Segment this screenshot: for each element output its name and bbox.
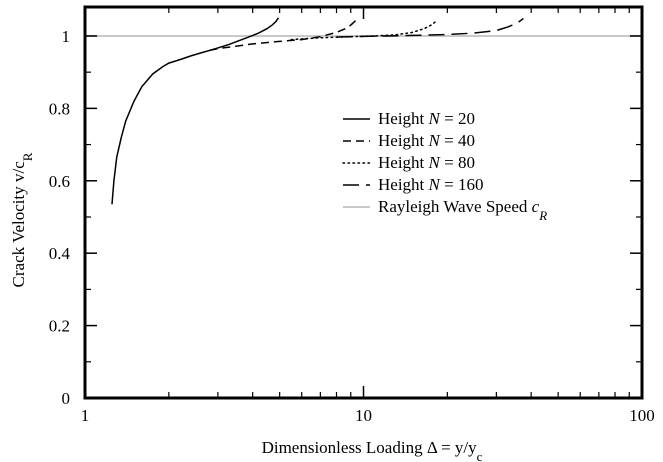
plot-frame (83, 5, 644, 400)
series-line-0 (111, 17, 280, 205)
x-tick-label-0: 1 (81, 406, 90, 425)
series-line-2 (290, 20, 438, 41)
legend-label-4: Rayleigh Wave Speed cR (378, 197, 547, 223)
y-tick-label-4: 0.8 (49, 99, 70, 118)
y-axis-label: Crack Velocity v/cR (9, 152, 35, 287)
legend: Height N = 20 Height N = 40 Height N = 80 H… (342, 109, 547, 223)
y-tick-label-3: 0.6 (49, 172, 70, 191)
y-tick-label-2: 0.4 (49, 244, 71, 263)
legend-label-2: Height N = 80 (378, 153, 475, 172)
x-tick-label-2: 100 (629, 406, 655, 425)
legend-label-1: Height N = 40 (378, 131, 475, 150)
x-axis-label: Dimensionless Loading Δ = y/yc (262, 438, 483, 462)
series-line-3 (336, 17, 524, 38)
x-tick-label-1: 10 (355, 406, 372, 425)
series-line-1 (209, 16, 360, 52)
legend-label-0: Height N = 20 (378, 109, 475, 128)
y-tick-label-1: 0.2 (49, 317, 70, 336)
y-tick-label-5: 1 (62, 27, 71, 46)
series-layer (111, 16, 524, 205)
axes-layer: 1 10 100 0 0.2 0.4 0.6 0.8 1 (49, 5, 655, 425)
legend-label-3: Height N = 160 (378, 175, 483, 194)
y-tick-label-0: 0 (62, 389, 71, 408)
